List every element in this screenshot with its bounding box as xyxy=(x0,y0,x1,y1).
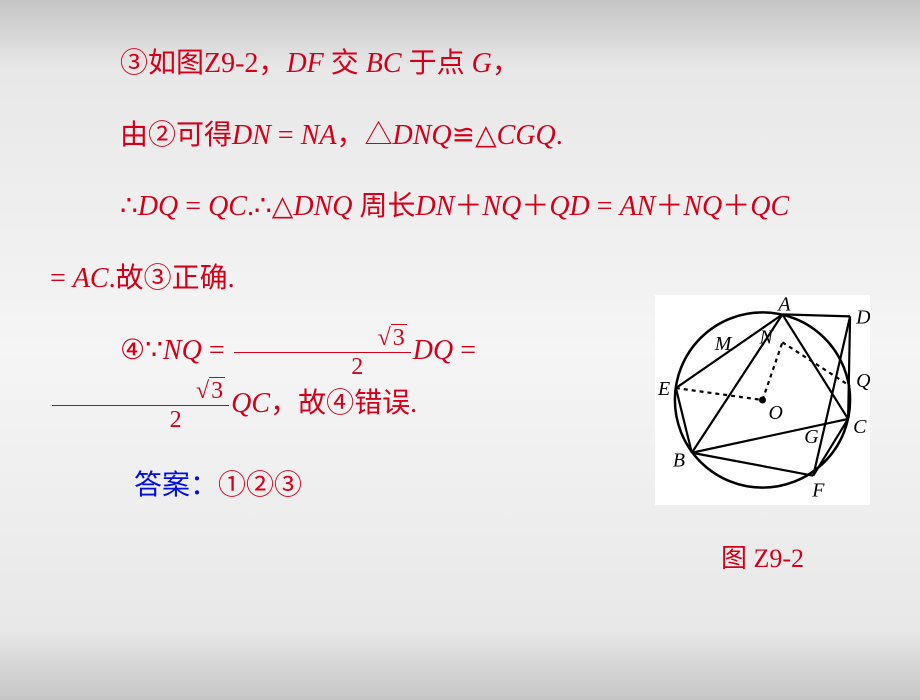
fraction-2: 32 xyxy=(52,379,229,432)
text-l1-b: DF xyxy=(286,48,323,79)
figure-caption: 图 Z9-2 xyxy=(655,538,870,575)
svg-text:N: N xyxy=(759,326,775,348)
text-l3-c: = xyxy=(178,191,208,222)
geometry-figure: A D C F B E M N O Q G xyxy=(655,295,870,505)
svg-text:D: D xyxy=(855,306,870,328)
answer-label: 答案： xyxy=(134,470,218,501)
frac1-den: 2 xyxy=(234,353,411,379)
text-l3-p: NQ xyxy=(683,191,722,222)
line-3: ∴DQ = QC.∴△DNQ 周长DN＋NQ＋QD = AN＋NQ＋QC xyxy=(50,183,870,231)
text-l3-e: .∴△ xyxy=(247,191,293,222)
text-l5-e: = xyxy=(453,335,476,366)
text-l2-c: NA xyxy=(301,120,337,151)
text-l1-d: BC xyxy=(366,48,402,79)
text-l1-a: ③如图Z9-2， xyxy=(120,48,286,79)
text-l5-g: ，故④错误. xyxy=(270,388,417,419)
text-l3-n: AN xyxy=(620,191,656,222)
text-l1-e: 于点 xyxy=(402,48,472,79)
text-l3-r: QC xyxy=(750,191,789,222)
svg-text:Q: Q xyxy=(856,370,870,392)
text-l3-i: ＋ xyxy=(454,191,482,222)
text-l5-f: QC xyxy=(231,388,270,419)
svg-text:O: O xyxy=(768,402,782,424)
text-l2-d: ，△ xyxy=(337,120,393,151)
answer-value: ①②③ xyxy=(218,470,302,501)
frac1-num: 3 xyxy=(391,324,407,351)
frac2-den: 2 xyxy=(52,406,229,432)
text-l4-a: = xyxy=(50,263,73,294)
svg-text:M: M xyxy=(714,333,733,355)
figure-container: A D C F B E M N O Q G 图 Z9-2 xyxy=(655,295,870,575)
text-l2-eq1: = xyxy=(271,120,301,151)
fraction-1: 32 xyxy=(234,326,411,379)
text-l3-k: ＋ xyxy=(521,191,549,222)
line-1: ③如图Z9-2，DF 交 BC 于点 G， xyxy=(50,40,870,88)
svg-text:E: E xyxy=(657,378,670,400)
text-l3-d: QC xyxy=(208,191,247,222)
text-l5-d: DQ xyxy=(413,335,453,366)
text-l2-h: . xyxy=(556,120,563,151)
text-l3-q: ＋ xyxy=(722,191,750,222)
text-l3-j: NQ xyxy=(482,191,521,222)
line-2: 由②可得DN = NA，△DNQ≌△CGQ. xyxy=(50,112,870,160)
text-l3-h: DN xyxy=(415,191,454,222)
text-l2a: 由②可得 xyxy=(120,120,232,151)
text-l1-g: ， xyxy=(492,48,520,79)
text-l2-e: DNQ xyxy=(393,120,452,151)
svg-text:C: C xyxy=(853,416,867,438)
text-l3-a: ∴ xyxy=(120,191,138,222)
text-l2-b: DN xyxy=(232,120,271,151)
text-l2-f: ≌△ xyxy=(452,120,497,151)
text-l5-c: = xyxy=(202,335,232,366)
line-5: ④∵NQ = 32DQ = 32QC，故④错误. xyxy=(50,326,650,432)
text-l3-o: ＋ xyxy=(655,191,683,222)
text-l3-b: DQ xyxy=(138,191,178,222)
text-l3-l: QD xyxy=(549,191,589,222)
text-l4-c: .故③正确. xyxy=(109,263,235,294)
text-l5-b: NQ xyxy=(163,335,202,366)
svg-text:B: B xyxy=(673,450,685,472)
text-l3-f: DNQ xyxy=(293,191,352,222)
text-l1-f: G xyxy=(472,48,492,79)
frac2-num: 3 xyxy=(209,377,225,404)
text-l3-m: = xyxy=(590,191,620,222)
text-l2-g: CGQ xyxy=(497,120,556,151)
slide-container: ③如图Z9-2，DF 交 BC 于点 G， 由②可得DN = NA，△DNQ≌△… xyxy=(0,0,920,700)
svg-text:G: G xyxy=(804,426,818,448)
svg-text:F: F xyxy=(811,480,825,502)
text-l1-c: 交 xyxy=(324,48,366,79)
text-l4-b: AC xyxy=(73,263,109,294)
svg-text:A: A xyxy=(776,295,791,315)
text-l3-g: 周长 xyxy=(352,191,415,222)
text-l5-a: ④∵ xyxy=(120,335,163,366)
